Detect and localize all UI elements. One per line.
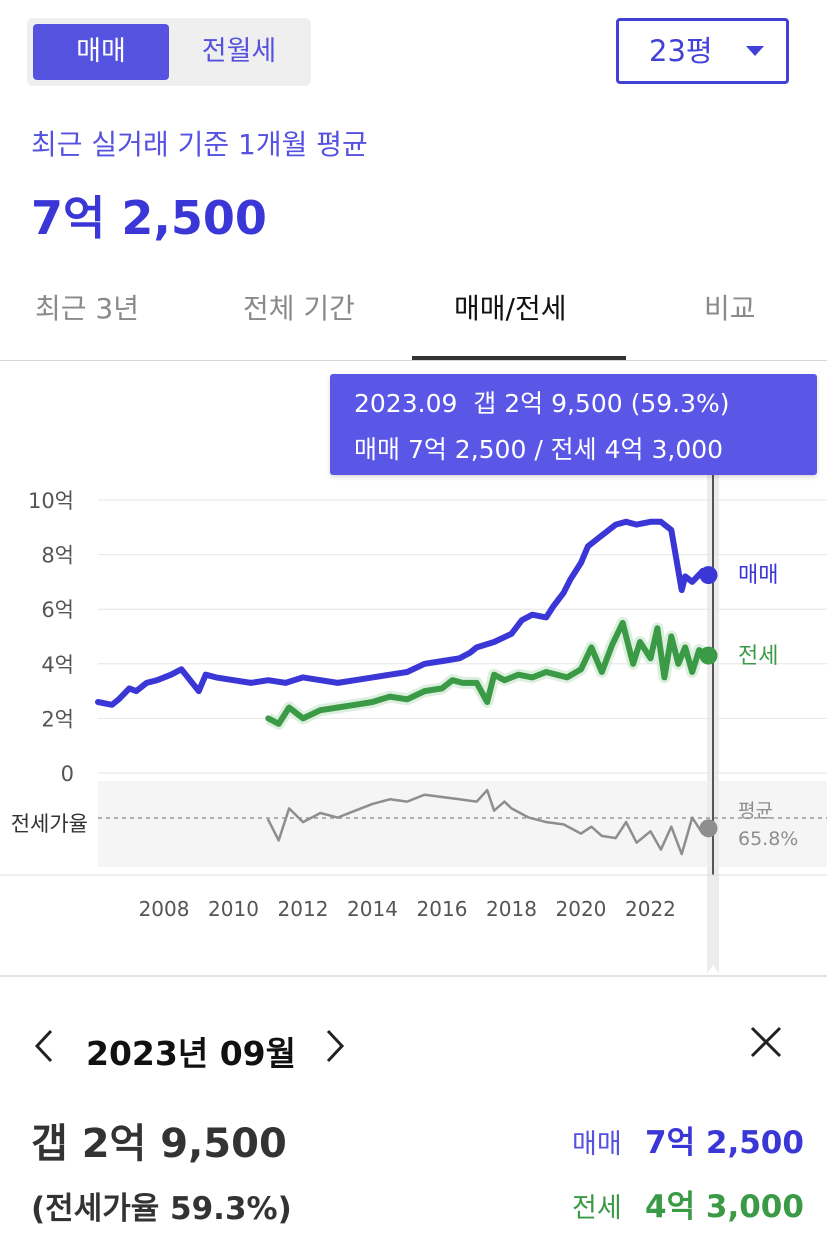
tab-divider (0, 360, 827, 361)
y-tick-label: 2억 (41, 707, 74, 731)
selected-markers (699, 566, 718, 838)
sale-marker (699, 566, 718, 585)
jeonse-ratio: (전세가율 59.3%) (31, 1191, 292, 1227)
ratio-axis-label: 전세가율 (11, 812, 88, 836)
trade-type-toggle: 매매 전월세 (27, 18, 311, 86)
jeonse-marker (699, 646, 718, 665)
x-tick-label: 2010 (208, 897, 259, 921)
x-tick-label: 2022 (625, 897, 676, 921)
tab-sale-jeonse[interactable]: 매매/전세 (454, 292, 567, 325)
x-tick-label: 2012 (278, 897, 329, 921)
gap-amount: 갭 2억 9,500 (31, 1121, 287, 1167)
chevron-right-icon (326, 1029, 345, 1063)
panel-jeonse-label: 전세 (572, 1193, 622, 1224)
x-tick-label: 2008 (139, 897, 190, 921)
x-tick-label: 2020 (556, 897, 607, 921)
tooltip-line-gap: 2023.09 갭 2억 9,500 (59.3%) (354, 389, 730, 418)
chevron-left-icon (34, 1029, 53, 1063)
jeonse-monthly-toggle-button[interactable]: 전월세 (201, 36, 277, 67)
ratio-series-line (267, 788, 710, 856)
selected-month: 2023년 09월 (86, 1034, 296, 1073)
y-tick-label: 6억 (41, 598, 74, 622)
ratio-average-label: 평균 (738, 800, 773, 822)
tab-recent-3-years[interactable]: 최근 3년 (35, 292, 139, 325)
tab-all-period[interactable]: 전체 기간 (243, 292, 355, 325)
x-tick-label: 2018 (486, 897, 537, 921)
size-select-value: 23평 (649, 34, 713, 68)
panel-sale-value: 7억 2,500 (645, 1125, 804, 1161)
close-icon (750, 1026, 782, 1058)
price-chart[interactable]: 10억 8억 6억 4억 2억 0 2008 2010 2012 2014 2016 2018 202… (0, 361, 827, 975)
panel-jeonse-value: 4억 3,000 (645, 1189, 804, 1225)
x-axis-labels: 2008 2010 2012 2014 2016 2018 2020 2022 (139, 897, 676, 921)
sale-series-line (95, 518, 712, 708)
previous-month-button[interactable] (33, 1028, 55, 1070)
tab-compare[interactable]: 비교 (704, 292, 756, 325)
panel-pointer (706, 965, 720, 975)
average-price: 7억 2,500 (31, 191, 267, 245)
y-axis-labels: 10억 8억 6억 4억 2억 0 (28, 489, 74, 786)
x-tick-label: 2016 (417, 897, 468, 921)
panel-sale-label: 매매 (572, 1129, 622, 1160)
x-tick-label: 2014 (347, 897, 398, 921)
tooltip-box (330, 374, 817, 475)
price-basis-subtitle: 최근 실거래 기준 1개월 평균 (31, 128, 368, 161)
active-tab-indicator (412, 356, 626, 360)
y-tick-label: 10억 (28, 489, 74, 513)
jeonse-series-label: 전세 (738, 644, 778, 669)
close-button[interactable] (749, 1023, 783, 1069)
tooltip: 2023.09 갭 2억 9,500 (59.3%) 매매 7억 2,500 /… (330, 374, 817, 475)
y-tick-label: 8억 (41, 544, 74, 568)
ratio-marker (699, 819, 718, 838)
jeonse-series-line (265, 619, 712, 727)
next-month-button[interactable] (324, 1028, 346, 1070)
y-tick-label: 4억 (41, 653, 74, 677)
size-select[interactable]: 23평 (616, 18, 789, 84)
tooltip-line-prices: 매매 7억 2,500 / 전세 4억 3,000 (354, 435, 723, 464)
panel-divider (0, 975, 827, 977)
caret-down-icon (746, 46, 764, 56)
series-lines (95, 518, 712, 856)
sale-toggle-button[interactable]: 매매 (33, 24, 169, 80)
sale-series-label: 매매 (738, 563, 778, 588)
y-tick-label: 0 (61, 762, 74, 786)
ratio-average-value: 65.8% (738, 828, 798, 850)
